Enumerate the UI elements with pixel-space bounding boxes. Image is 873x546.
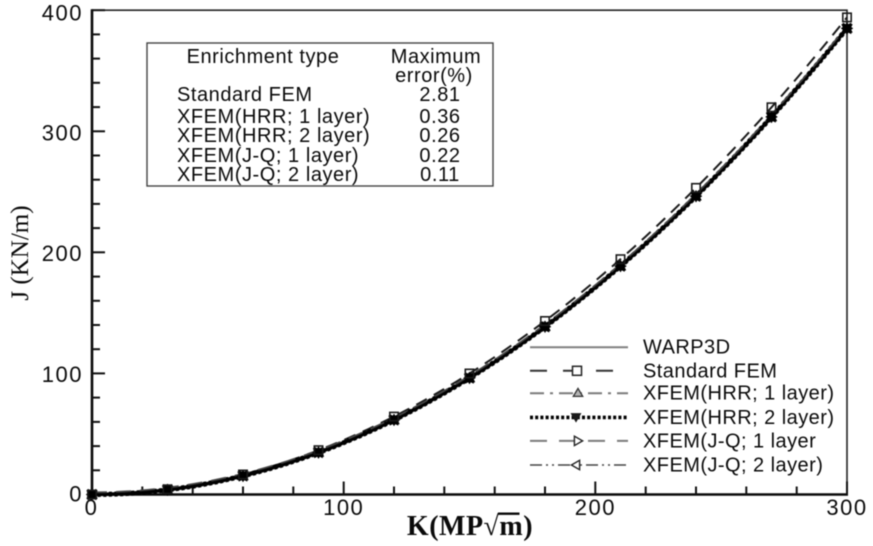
svg-text:100: 100 [42,362,83,387]
svg-text:XFEM(HRR; 2 layer): XFEM(HRR; 2 layer) [177,125,370,147]
svg-text:0.11: 0.11 [420,164,460,186]
svg-text:0.26: 0.26 [419,125,460,147]
svg-text:J (KN/m): J (KN/m) [7,205,34,300]
svg-text:XFEM(J-Q; 2 layer): XFEM(J-Q; 2 layer) [643,455,823,477]
svg-text:Standard FEM: Standard FEM [177,84,313,106]
svg-text:error(%): error(%) [395,65,473,87]
svg-text:XFEM(J-Q; 2 layer): XFEM(J-Q; 2 layer) [177,164,359,186]
svg-text:200: 200 [575,495,616,520]
svg-text:0.36: 0.36 [419,106,460,128]
svg-text:0.22: 0.22 [419,145,460,167]
svg-text:WARP3D: WARP3D [643,337,731,359]
svg-text:400: 400 [42,1,83,26]
svg-text:300: 300 [826,495,867,520]
svg-text:XFEM(J-Q; 1 layer): XFEM(J-Q; 1 layer) [177,145,359,167]
svg-text:300: 300 [42,121,83,146]
svg-text:Standard FEM: Standard FEM [643,360,777,382]
svg-text:XFEM(HRR; 1 layer): XFEM(HRR; 1 layer) [643,383,834,405]
svg-text:XFEM(HRR; 1 layer): XFEM(HRR; 1 layer) [177,106,370,128]
svg-text:Enrichment type: Enrichment type [187,46,340,68]
svg-text:200: 200 [42,241,83,266]
svg-text:K(MP√m): K(MP√m) [407,511,533,541]
svg-text:2.81: 2.81 [419,84,460,106]
svg-text:0: 0 [69,482,83,507]
svg-text:XFEM(HRR; 2 layer): XFEM(HRR; 2 layer) [643,407,834,429]
svg-text:Maximum: Maximum [391,46,482,68]
svg-text:XFEM(J-Q; 1 layer: XFEM(J-Q; 1 layer [643,430,816,452]
svg-text:100: 100 [323,495,364,520]
svg-text:0: 0 [85,495,99,520]
